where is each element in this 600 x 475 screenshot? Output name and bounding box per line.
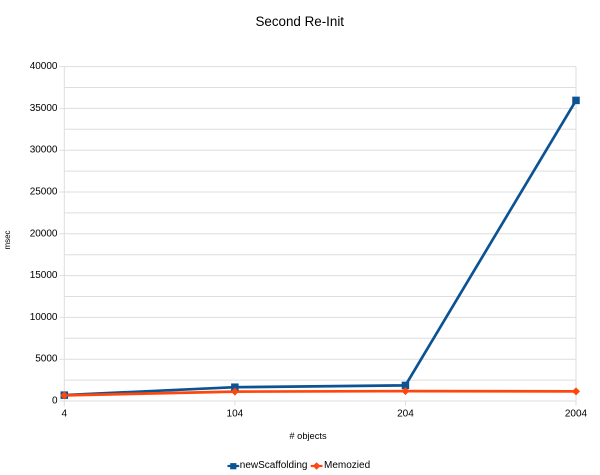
svg-text:4: 4: [62, 408, 68, 419]
svg-text:Memozied: Memozied: [324, 460, 370, 471]
svg-text:204: 204: [397, 408, 414, 419]
svg-text:Second Re-Init: Second Re-Init: [255, 14, 344, 29]
svg-text:0: 0: [52, 396, 58, 407]
svg-text:10000: 10000: [30, 312, 58, 323]
svg-text:5000: 5000: [35, 354, 58, 365]
svg-text:35000: 35000: [30, 103, 58, 114]
svg-text:15000: 15000: [30, 270, 58, 281]
svg-text:20000: 20000: [30, 228, 58, 239]
svg-text:30000: 30000: [30, 145, 58, 156]
svg-text:104: 104: [227, 408, 244, 419]
svg-text:25000: 25000: [30, 187, 58, 198]
svg-text:msec: msec: [3, 230, 12, 249]
svg-text:# objects: # objects: [289, 431, 327, 441]
svg-text:2004: 2004: [565, 408, 588, 419]
svg-text:newScaffolding: newScaffolding: [240, 460, 308, 471]
svg-text:40000: 40000: [30, 61, 58, 72]
